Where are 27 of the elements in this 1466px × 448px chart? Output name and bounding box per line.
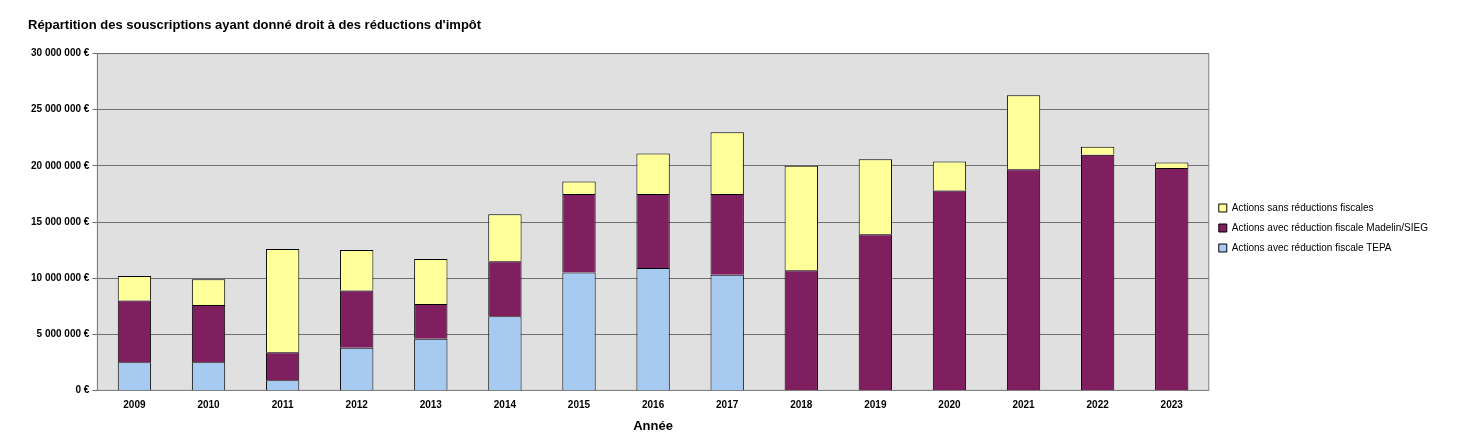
x-tick-label: 2016 <box>641 399 665 411</box>
x-tick-label: 2015 <box>567 399 591 411</box>
y-tick-label: 0 € <box>75 384 90 396</box>
x-tick-label: 2013 <box>419 399 443 411</box>
y-tick-label: 20 000 000 € <box>31 159 90 171</box>
x-axis-title: Année <box>633 417 673 433</box>
x-tick-label: 2021 <box>1012 399 1036 411</box>
y-tick-label: 10 000 000 € <box>31 271 90 283</box>
x-tick-label: 2023 <box>1160 399 1184 411</box>
x-tick-label: 2014 <box>493 399 517 411</box>
x-tick-label: 2020 <box>938 399 962 411</box>
x-tick-label: 2018 <box>790 399 813 411</box>
legend-label: Actions avec réduction fiscale Madelin/SIEG <box>1231 221 1429 233</box>
legend-label: Actions avec réduction fiscale TEPA <box>1231 241 1392 253</box>
x-tick-label: 2012 <box>345 399 369 411</box>
x-tick-label: 2011 <box>271 399 294 411</box>
x-tick-label: 2022 <box>1086 399 1110 411</box>
x-tick-label: 2010 <box>197 399 221 411</box>
x-tick-label: 2017 <box>716 399 739 411</box>
y-tick-label: 30 000 000 € <box>31 47 90 59</box>
y-tick-label: 5 000 000 € <box>36 328 90 340</box>
x-tick-label: 2019 <box>864 399 887 411</box>
x-tick-label: 2009 <box>123 399 146 411</box>
legend-label: Actions sans réductions fiscales <box>1231 201 1374 213</box>
chart-title: Répartition des souscriptions ayant donné droit à des réductions d'impôt <box>28 17 482 33</box>
y-tick-label: 15 000 000 € <box>31 215 90 227</box>
y-tick-label: 25 000 000 € <box>31 103 90 115</box>
